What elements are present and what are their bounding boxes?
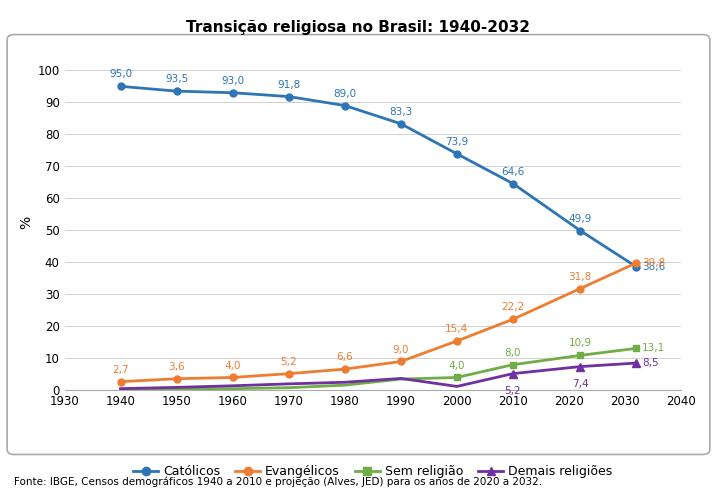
- Text: 73,9: 73,9: [445, 137, 468, 147]
- Text: 7,4: 7,4: [572, 379, 589, 389]
- Text: 39,8: 39,8: [642, 258, 665, 268]
- Text: 93,5: 93,5: [165, 74, 189, 84]
- Text: 9,0: 9,0: [393, 344, 409, 355]
- Text: 49,9: 49,9: [569, 214, 592, 224]
- Text: 4,0: 4,0: [449, 361, 465, 370]
- Text: 89,0: 89,0: [333, 88, 356, 99]
- Text: 8,5: 8,5: [642, 358, 658, 368]
- Text: 93,0: 93,0: [221, 76, 244, 86]
- Text: 91,8: 91,8: [277, 80, 300, 89]
- Text: 95,0: 95,0: [109, 69, 132, 80]
- Text: 8,0: 8,0: [505, 348, 521, 358]
- Text: 3,6: 3,6: [168, 362, 185, 372]
- Text: 13,1: 13,1: [642, 343, 665, 353]
- Text: 83,3: 83,3: [389, 107, 412, 117]
- Text: 5,2: 5,2: [505, 386, 521, 396]
- Text: Fonte: IBGE, Censos demográficos 1940 a 2010 e projeção (Alves, JED) para os ano: Fonte: IBGE, Censos demográficos 1940 a …: [14, 476, 543, 487]
- Text: 31,8: 31,8: [569, 272, 592, 282]
- Text: Transição religiosa no Brasil: 1940-2032: Transição religiosa no Brasil: 1940-2032: [186, 20, 531, 35]
- Text: 5,2: 5,2: [280, 357, 297, 367]
- Text: 10,9: 10,9: [569, 338, 592, 348]
- Text: 6,6: 6,6: [336, 352, 353, 362]
- Text: 15,4: 15,4: [445, 324, 468, 334]
- Text: 4,0: 4,0: [224, 361, 241, 370]
- Text: 64,6: 64,6: [501, 166, 525, 177]
- Y-axis label: %: %: [19, 216, 33, 229]
- Text: 2,7: 2,7: [113, 365, 129, 374]
- Text: 38,6: 38,6: [642, 262, 665, 272]
- Text: 22,2: 22,2: [501, 302, 525, 312]
- Legend: Católicos, Evangélicos, Sem religião, Demais religiões: Católicos, Evangélicos, Sem religião, De…: [128, 460, 617, 483]
